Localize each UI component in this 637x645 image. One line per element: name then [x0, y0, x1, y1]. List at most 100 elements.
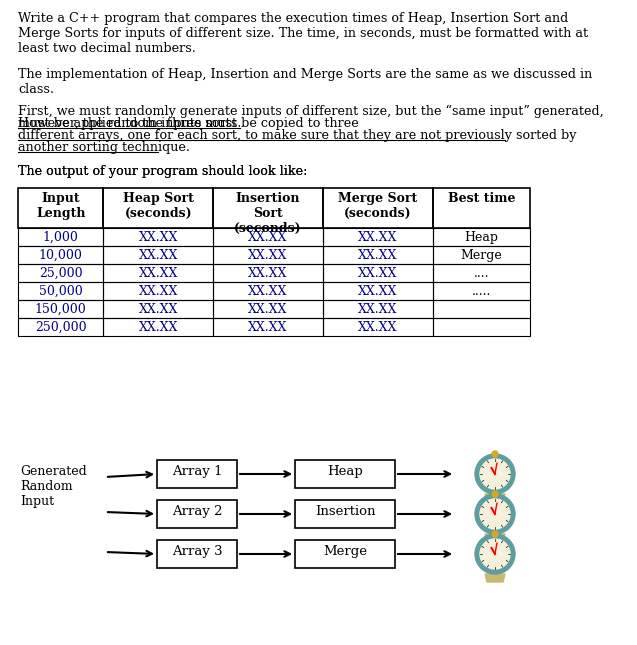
Bar — [295, 460, 395, 488]
Text: Array 3: Array 3 — [172, 545, 222, 558]
Text: Best time: Best time — [448, 192, 515, 205]
Bar — [18, 282, 103, 300]
Polygon shape — [485, 534, 505, 542]
Bar — [295, 540, 395, 568]
Text: XX.XX: XX.XX — [358, 231, 397, 244]
Text: different arrays, one for each sort, to make sure that they are not previously s: different arrays, one for each sort, to … — [18, 131, 576, 144]
Text: First, we must randomly generate inputs of different size, but the “same input” : First, we must randomly generate inputs … — [18, 105, 604, 118]
Bar — [18, 228, 103, 246]
Text: Insertion: Insertion — [315, 505, 375, 518]
Text: XX.XX: XX.XX — [139, 231, 178, 244]
Circle shape — [475, 534, 515, 574]
Text: The output of your program should look like:: The output of your program should look l… — [18, 165, 308, 178]
Bar — [157, 500, 237, 528]
Bar — [323, 300, 433, 318]
Text: 10,000: 10,000 — [39, 249, 83, 262]
Bar — [0, 105, 637, 165]
Text: XX.XX: XX.XX — [358, 249, 397, 262]
Text: The implementation of Heap, Insertion and Merge Sorts are the same as we discuss: The implementation of Heap, Insertion an… — [18, 68, 592, 96]
Circle shape — [492, 451, 498, 457]
Text: XX.XX: XX.XX — [358, 267, 397, 280]
Bar — [323, 188, 433, 228]
Text: different arrays, one for each sort, to make sure that they are not previously s: different arrays, one for each sort, to … — [18, 129, 576, 142]
Text: Write a C++ program that compares the execution times of Heap, Insertion Sort an: Write a C++ program that compares the ex… — [18, 12, 588, 55]
Text: XX.XX: XX.XX — [248, 267, 288, 280]
Text: .....: ..... — [472, 285, 491, 298]
Bar — [323, 318, 433, 336]
Bar — [18, 246, 103, 264]
Circle shape — [492, 491, 498, 497]
Text: XX.XX: XX.XX — [358, 285, 397, 298]
Bar — [18, 300, 103, 318]
Bar — [433, 318, 531, 336]
Text: XX.XX: XX.XX — [248, 303, 288, 316]
Bar — [18, 188, 103, 228]
Bar — [433, 300, 531, 318]
Text: XX.XX: XX.XX — [139, 303, 178, 316]
Bar — [213, 246, 323, 264]
Bar — [103, 282, 213, 300]
Text: XX.XX: XX.XX — [358, 321, 397, 334]
Bar — [433, 228, 531, 246]
Text: Merge: Merge — [323, 545, 367, 558]
Text: XX.XX: XX.XX — [248, 321, 288, 334]
Bar — [323, 264, 433, 282]
Text: XX.XX: XX.XX — [139, 321, 178, 334]
Polygon shape — [485, 574, 505, 582]
Text: However, the random inputs must be copied to three: However, the random inputs must be copie… — [18, 117, 359, 130]
Circle shape — [480, 459, 510, 489]
Text: XX.XX: XX.XX — [139, 285, 178, 298]
Text: Input
Length: Input Length — [36, 192, 85, 220]
Polygon shape — [485, 494, 505, 502]
Text: another sorting technique.: another sorting technique. — [18, 141, 190, 154]
Text: Array 2: Array 2 — [172, 505, 222, 518]
Text: XX.XX: XX.XX — [248, 285, 288, 298]
Text: must be applied to the three sorts.: must be applied to the three sorts. — [18, 117, 245, 130]
Bar — [103, 228, 213, 246]
Text: 1,000: 1,000 — [43, 231, 78, 244]
Text: XX.XX: XX.XX — [248, 249, 288, 262]
Text: Insertion
Sort
(seconds): Insertion Sort (seconds) — [234, 192, 302, 235]
Circle shape — [475, 494, 515, 534]
Bar — [103, 264, 213, 282]
Circle shape — [480, 539, 510, 569]
Bar — [323, 228, 433, 246]
Text: However, the random inputs must be copied to three: However, the random inputs must be copie… — [18, 120, 359, 133]
Bar — [103, 318, 213, 336]
Bar — [103, 246, 213, 264]
Bar — [433, 188, 531, 228]
Bar — [433, 282, 531, 300]
Bar — [213, 300, 323, 318]
Bar — [18, 318, 103, 336]
Bar — [213, 264, 323, 282]
Bar — [157, 460, 237, 488]
Text: Merge: Merge — [461, 249, 503, 262]
Text: 50,000: 50,000 — [39, 285, 83, 298]
Bar — [213, 228, 323, 246]
Bar — [213, 188, 323, 228]
Text: Generated
Random
Input: Generated Random Input — [20, 465, 87, 508]
Text: XX.XX: XX.XX — [139, 267, 178, 280]
Text: Merge Sort
(seconds): Merge Sort (seconds) — [338, 192, 417, 220]
Circle shape — [480, 499, 510, 529]
Bar — [433, 246, 531, 264]
Bar — [295, 500, 395, 528]
Bar — [18, 264, 103, 282]
Text: Heap Sort
(seconds): Heap Sort (seconds) — [123, 192, 194, 220]
Bar — [103, 300, 213, 318]
Text: The output of your program should look like:: The output of your program should look l… — [18, 165, 308, 178]
Text: XX.XX: XX.XX — [139, 249, 178, 262]
Text: Heap: Heap — [464, 231, 499, 244]
Text: 150,000: 150,000 — [35, 303, 87, 316]
Text: First, we must randomly generate inputs of different size, but the “same input” : First, we must randomly generate inputs … — [18, 105, 604, 134]
Text: Array 1: Array 1 — [172, 465, 222, 478]
Text: another sorting technique.: another sorting technique. — [18, 142, 190, 155]
Text: 250,000: 250,000 — [35, 321, 87, 334]
Bar — [323, 246, 433, 264]
Circle shape — [475, 454, 515, 494]
Bar — [213, 282, 323, 300]
Bar — [213, 318, 323, 336]
Text: 25,000: 25,000 — [39, 267, 83, 280]
Text: ....: .... — [474, 267, 489, 280]
Bar — [103, 188, 213, 228]
